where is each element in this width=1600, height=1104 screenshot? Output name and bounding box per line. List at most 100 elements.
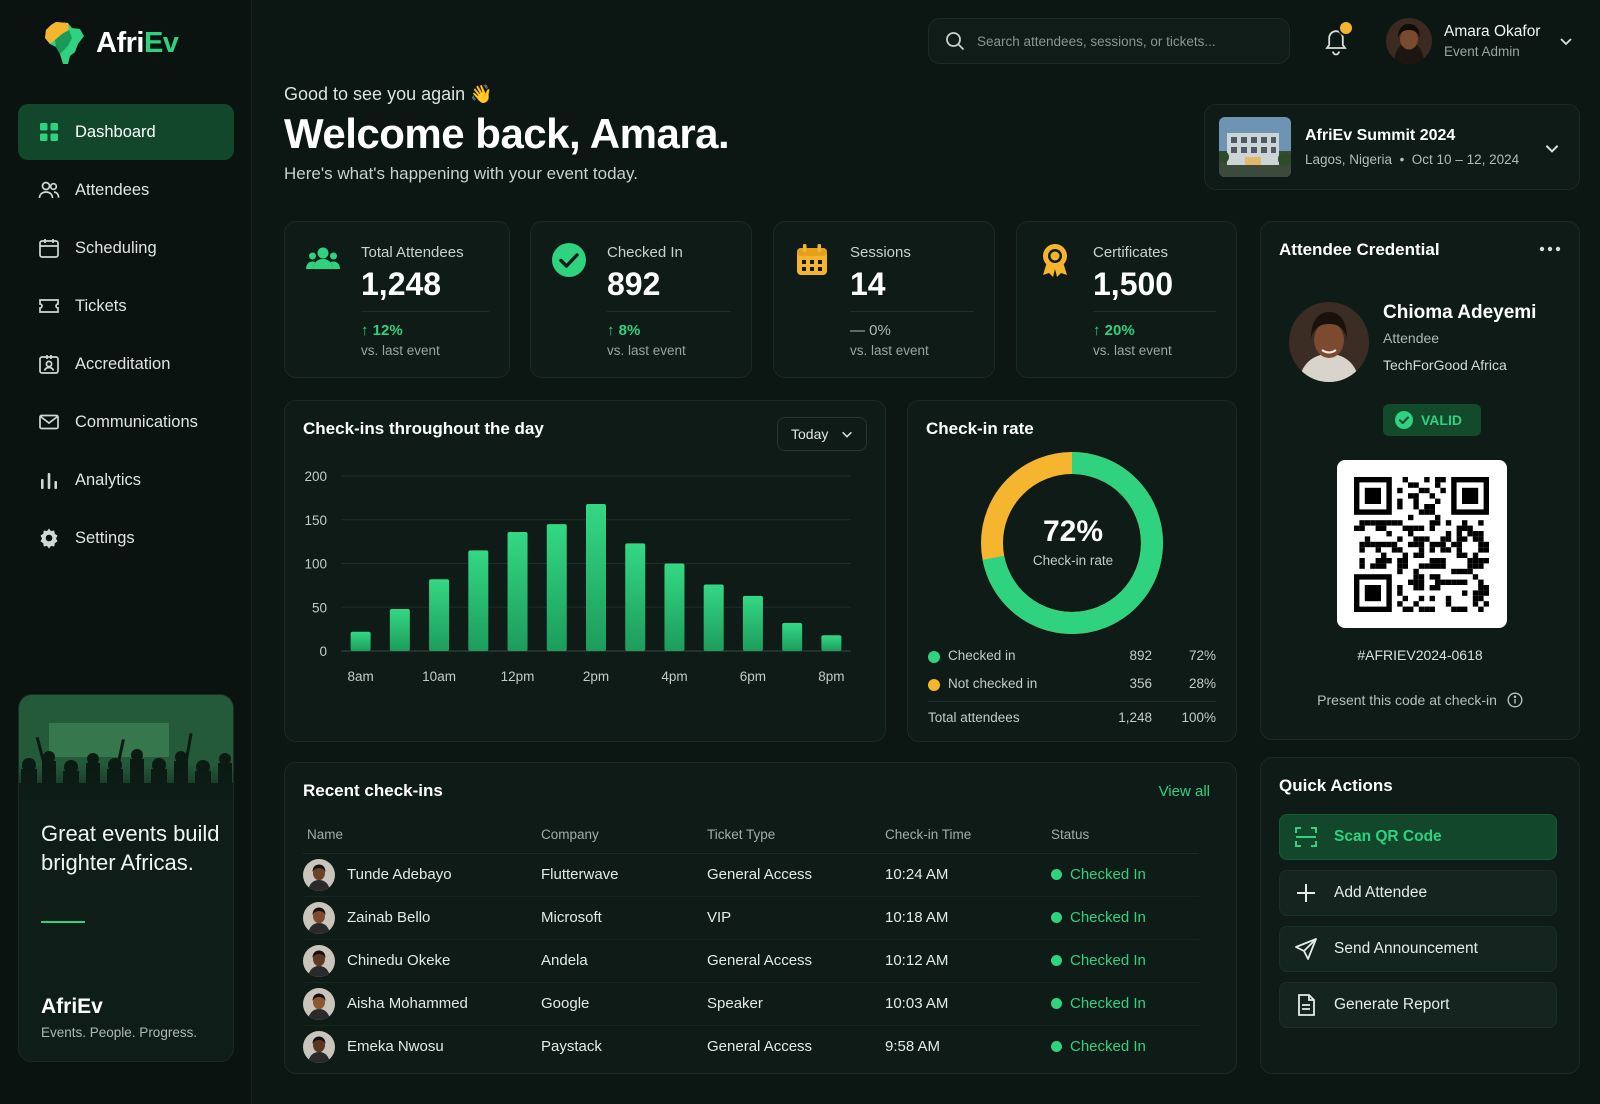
table-row[interactable]: Tunde Adebayo Flutterwave General Access 10…	[303, 853, 1199, 897]
event-name: AfriEv Summit 2024	[1305, 127, 1456, 144]
search-bar[interactable]	[928, 18, 1290, 64]
sidebar-item-label: Dashboard	[75, 122, 156, 141]
more-options-icon[interactable]	[1539, 246, 1561, 252]
x-tick-label: 8am	[347, 669, 373, 684]
generate-report-button[interactable]: Generate Report	[1279, 982, 1557, 1028]
check-circle-icon	[552, 243, 586, 277]
sidebar-item-communications[interactable]: Communications	[18, 394, 234, 450]
donut-percent: 72%	[1042, 515, 1104, 548]
avatar	[303, 987, 335, 1020]
stat-delta: ↑ 12%	[361, 322, 403, 339]
checkin-time-cell: 10:12 AM	[885, 939, 1051, 983]
quick-actions-card: Quick Actions Scan QR Code Add Attendee …	[1260, 757, 1580, 1074]
stat-card-certificates: Certificates 1,500 ↑ 20% vs. last event	[1016, 221, 1237, 378]
chevron-down-icon	[842, 431, 853, 438]
recent-checkins-card: Recent check-ins View all Name Company T…	[284, 762, 1237, 1074]
table-row[interactable]: Emeka Nwosu Paystack General Access 9:58 AM…	[303, 1025, 1199, 1068]
promo-title: Great events build brighter Africas.	[41, 821, 220, 875]
bar-10am	[429, 579, 450, 651]
promo-card: Great events build brighter Africas. Afr…	[18, 694, 234, 1062]
brand-logo[interactable]: AfriEv	[42, 20, 179, 66]
info-icon[interactable]	[1507, 692, 1523, 708]
stat-note: vs. last event	[850, 343, 929, 358]
ticket-type-cell: Speaker	[707, 982, 885, 1026]
status-badge: Checked In	[1051, 995, 1199, 1012]
search-input[interactable]	[977, 33, 1277, 49]
table-row[interactable]: Zainab Bello Microsoft VIP 10:18 AM Checked …	[303, 896, 1199, 940]
scan-qr-button[interactable]: Scan QR Code	[1279, 814, 1557, 860]
attendee-name: Zainab Bello	[347, 909, 431, 926]
column-header: Name	[303, 821, 541, 854]
bar-6pm	[742, 595, 763, 651]
page-title: Welcome back, Amara.	[284, 110, 730, 157]
calendar-icon	[797, 244, 827, 275]
checkin-time-cell: 10:24 AM	[885, 853, 1051, 897]
checkin-donut-chart	[981, 452, 1163, 634]
bar-4pm	[664, 563, 685, 651]
user-role: Event Admin	[1444, 44, 1520, 59]
chart-title: Check-ins throughout the day	[303, 419, 544, 438]
mail-icon	[39, 414, 59, 430]
sidebar-item-dashboard[interactable]: Dashboard	[18, 104, 234, 160]
bell-icon[interactable]	[1322, 26, 1350, 56]
bar-chart-icon	[41, 473, 57, 489]
company-cell: Google	[541, 982, 707, 1026]
add-attendee-button[interactable]: Add Attendee	[1279, 870, 1557, 916]
column-header: Company	[541, 821, 707, 854]
bar-8am	[350, 631, 371, 651]
sidebar-item-accreditation[interactable]: Accreditation	[18, 336, 234, 392]
credential-avatar	[1289, 302, 1369, 382]
table-row[interactable]: Aisha Mohammed Google Speaker 10:03 AM Check…	[303, 982, 1199, 1026]
avatar	[303, 944, 335, 977]
credential-org: TechForGood Africa	[1383, 357, 1507, 373]
user-menu[interactable]: Amara Okafor Event Admin	[1386, 18, 1574, 64]
stat-label: Sessions	[850, 244, 911, 261]
x-tick-label: 10am	[422, 669, 456, 684]
promo-brand: AfriEv	[41, 995, 103, 1018]
sidebar-item-label: Settings	[75, 528, 135, 547]
checkin-time-cell: 10:18 AM	[885, 896, 1051, 940]
sidebar-item-tickets[interactable]: Tickets	[18, 278, 234, 334]
stat-value: 892	[607, 266, 661, 302]
stat-value: 1,248	[361, 266, 442, 302]
sidebar-item-scheduling[interactable]: Scheduling	[18, 220, 234, 276]
avatar	[1386, 18, 1432, 64]
scan-icon	[1295, 827, 1317, 847]
quick-actions-title: Quick Actions	[1279, 776, 1393, 795]
sidebar-item-analytics[interactable]: Analytics	[18, 452, 234, 508]
stat-card-total-attendees: Total Attendees 1,248 ↑ 12% vs. last eve…	[284, 221, 510, 378]
stat-value: 1,500	[1093, 266, 1174, 302]
stat-delta: ↑ 8%	[607, 322, 641, 339]
legend-checked-in: Checked in 892 72%	[928, 647, 1216, 667]
sidebar-item-attendees[interactable]: Attendees	[18, 162, 234, 218]
sidebar-item-label: Communications	[75, 412, 198, 431]
credential-title: Attendee Credential	[1279, 240, 1440, 259]
send-announcement-button[interactable]: Send Announcement	[1279, 926, 1557, 972]
event-selector[interactable]: AfriEv Summit 2024 Lagos, Nigeria • Oct …	[1204, 104, 1580, 190]
chevron-down-icon[interactable]	[1558, 33, 1574, 49]
column-header: Check-in Time	[885, 821, 1051, 854]
bar-8pm	[821, 635, 842, 651]
legend-total: Total attendees 1,248 100%	[928, 710, 1216, 725]
view-all-link[interactable]: View all	[1158, 783, 1210, 800]
sidebar-item-settings[interactable]: Settings	[18, 510, 234, 566]
badge-icon	[39, 355, 59, 374]
stat-note: vs. last event	[1093, 343, 1172, 358]
table-row[interactable]: Chinedu Okeke Andela General Access 10:12 A…	[303, 939, 1199, 983]
ticket-type-cell: General Access	[707, 939, 885, 983]
checkin-time-cell: 9:58 AM	[885, 1038, 941, 1056]
status-badge: Checked In	[1051, 866, 1199, 883]
checkins-chart-card: Check-ins throughout the day Today 0 50 10…	[284, 400, 886, 742]
award-icon	[1043, 244, 1067, 277]
ticket-icon	[39, 299, 59, 313]
donut-center-label: Check-in rate	[1032, 553, 1114, 568]
chevron-down-icon[interactable]	[1543, 139, 1561, 157]
sidebar-item-label: Tickets	[75, 296, 127, 315]
ticket-type-cell: General Access	[707, 1038, 813, 1056]
brand-wordmark: AfriEv	[96, 26, 179, 59]
sidebar: AfriEv Dashboard Attendees Scheduling Ti…	[0, 0, 252, 1104]
users-icon	[38, 181, 60, 199]
range-select[interactable]: Today	[777, 417, 867, 451]
event-meta: Lagos, Nigeria • Oct 10 – 12, 2024	[1305, 152, 1520, 167]
stat-card-checked-in: Checked In 892 ↑ 8% vs. last event	[530, 221, 752, 378]
